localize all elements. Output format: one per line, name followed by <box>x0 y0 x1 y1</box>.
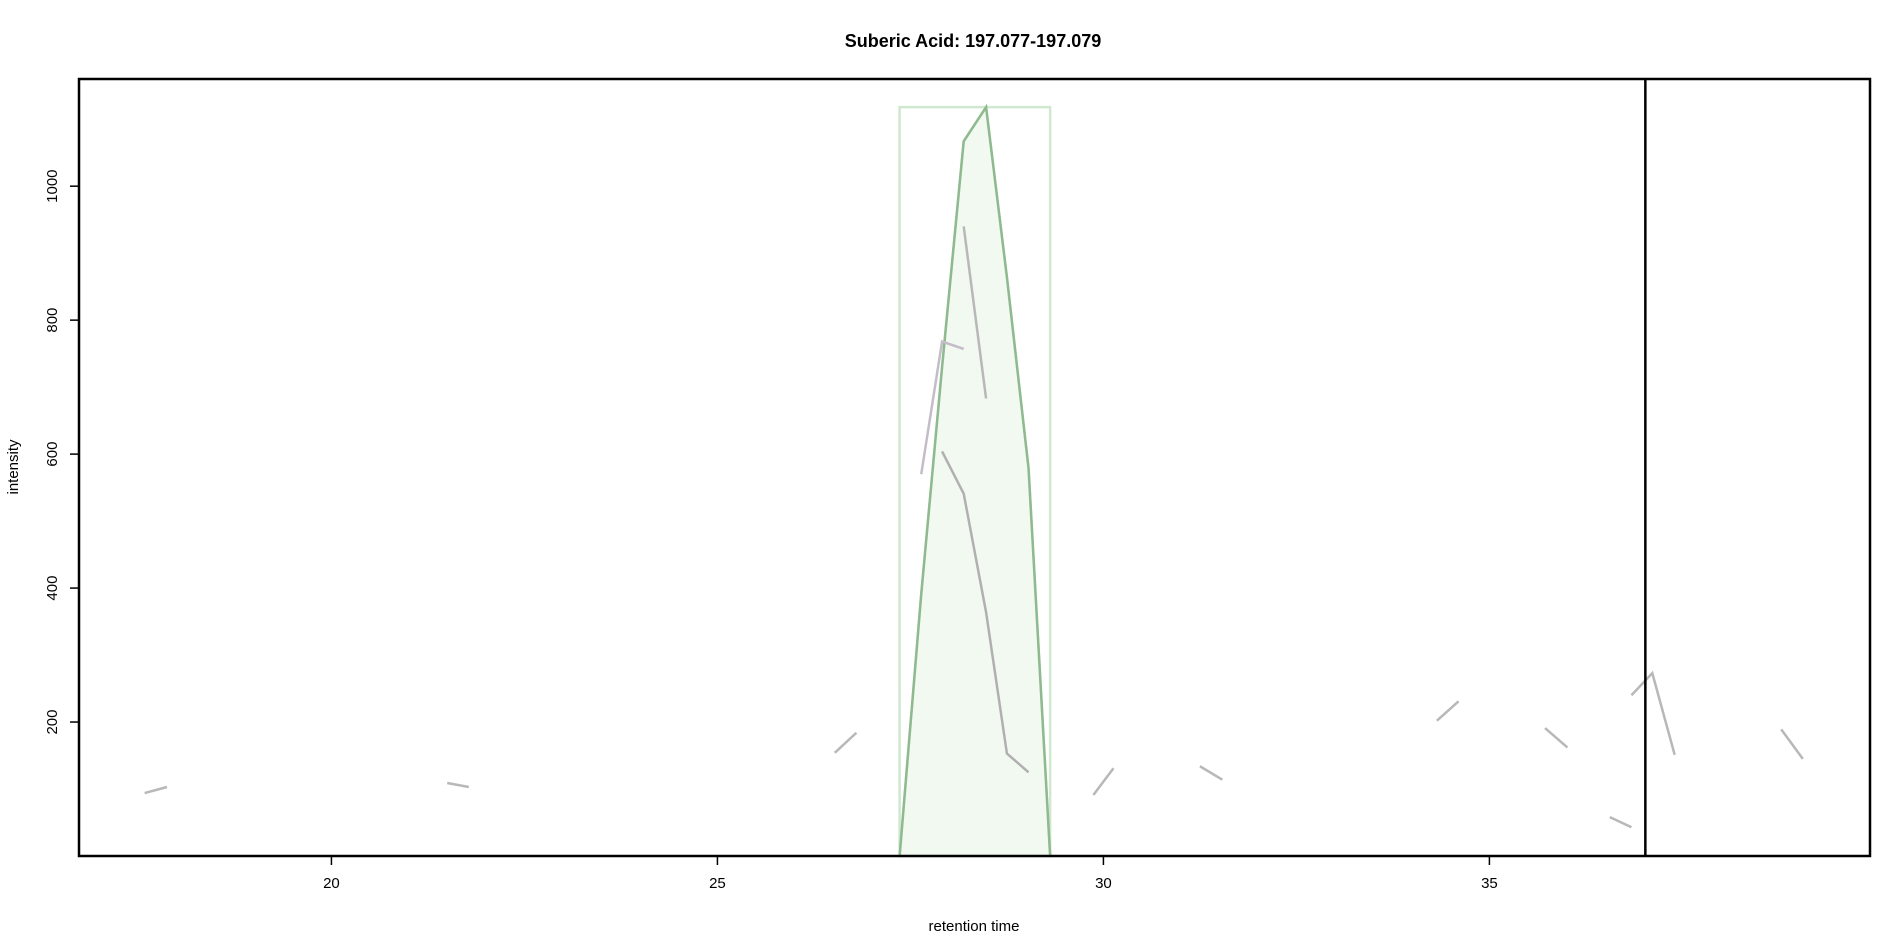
data-line <box>1436 700 1460 722</box>
data-line <box>1630 670 1676 756</box>
y-tick-label: 400 <box>44 576 61 601</box>
data-line <box>1092 767 1115 796</box>
data-line <box>144 785 168 795</box>
data-line <box>1544 727 1569 749</box>
y-tick-label: 200 <box>44 710 61 735</box>
x-axis-label: retention time <box>929 918 1020 935</box>
y-tick-label: 800 <box>44 308 61 333</box>
peak-area <box>898 103 1052 858</box>
x-tick-label: 25 <box>709 875 726 892</box>
data-line <box>962 226 988 399</box>
data-line <box>1199 765 1223 781</box>
x-tick-label: 35 <box>1481 875 1498 892</box>
x-tick-label: 20 <box>323 875 340 892</box>
data-line <box>833 731 858 754</box>
y-axis-label: intensity <box>5 439 22 495</box>
chart-title: Suberic Acid: 197.077-197.079 <box>845 31 1101 51</box>
data-line <box>1780 728 1804 760</box>
plot-frame <box>77 77 1872 858</box>
data-line <box>898 103 1052 857</box>
y-tick-label: 600 <box>44 442 61 467</box>
data-line <box>940 450 1030 774</box>
data-line <box>1609 816 1632 829</box>
data-line <box>919 339 965 475</box>
x-tick-label: 30 <box>1095 875 1112 892</box>
y-tick-label: 1000 <box>44 169 61 202</box>
data-line <box>447 781 470 789</box>
